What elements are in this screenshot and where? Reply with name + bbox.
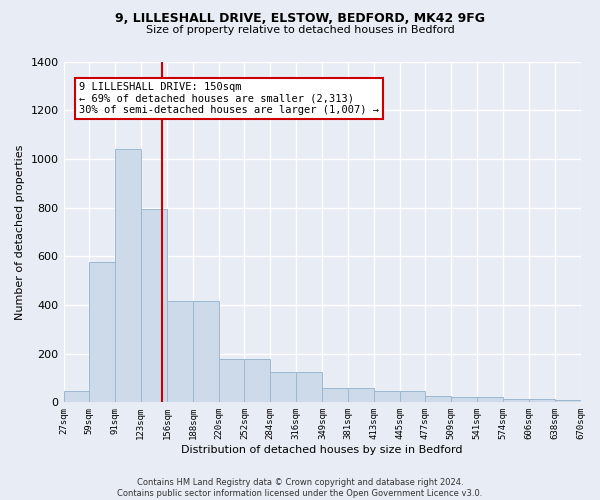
Bar — [64, 391, 89, 402]
Bar — [477, 397, 503, 402]
Bar — [115, 149, 141, 403]
Bar — [503, 400, 529, 402]
X-axis label: Distribution of detached houses by size in Bedford: Distribution of detached houses by size … — [181, 445, 463, 455]
Text: 9, LILLESHALL DRIVE, ELSTOW, BEDFORD, MK42 9FG: 9, LILLESHALL DRIVE, ELSTOW, BEDFORD, MK… — [115, 12, 485, 26]
Bar — [555, 400, 581, 402]
Bar — [529, 400, 555, 402]
Bar — [219, 358, 244, 403]
Bar — [348, 388, 374, 402]
Bar — [193, 302, 219, 402]
Text: Size of property relative to detached houses in Bedford: Size of property relative to detached ho… — [146, 25, 454, 35]
Y-axis label: Number of detached properties: Number of detached properties — [15, 144, 25, 320]
Bar — [244, 358, 270, 403]
Bar — [374, 391, 400, 402]
Bar — [400, 391, 425, 402]
Bar — [296, 372, 322, 402]
Bar — [270, 372, 296, 402]
Text: 9 LILLESHALL DRIVE: 150sqm
← 69% of detached houses are smaller (2,313)
30% of s: 9 LILLESHALL DRIVE: 150sqm ← 69% of deta… — [79, 82, 379, 115]
Bar — [89, 262, 115, 402]
Bar — [167, 302, 193, 402]
Bar — [141, 209, 167, 402]
Bar — [322, 388, 348, 402]
Text: Contains HM Land Registry data © Crown copyright and database right 2024.
Contai: Contains HM Land Registry data © Crown c… — [118, 478, 482, 498]
Bar — [451, 397, 477, 402]
Bar — [425, 396, 451, 402]
